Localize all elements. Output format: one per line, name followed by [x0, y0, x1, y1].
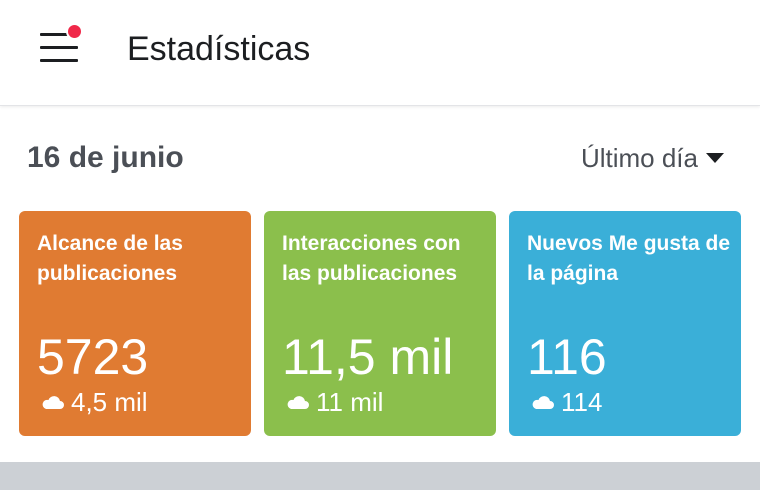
card-value: 116 — [527, 329, 607, 385]
date-label: 16 de junio — [27, 141, 184, 174]
card-delta: 11 mil — [286, 387, 383, 417]
menu-button[interactable] — [38, 23, 83, 66]
page-title: Estadísticas — [127, 30, 311, 68]
card-delta: 4,5 mil — [41, 387, 148, 417]
card-title: Alcance de las publicaciones — [37, 232, 183, 285]
card-value: 5723 — [37, 329, 149, 385]
card-title: Nuevos Me gusta de la página — [527, 232, 731, 285]
card-delta: 114 — [531, 387, 602, 417]
date-range-label: Último día — [580, 143, 698, 173]
hamburger-menu-icon — [40, 33, 78, 36]
card-title: Interacciones con las publicaciones — [282, 232, 461, 285]
notification-dot-icon — [66, 23, 83, 40]
card-delta-value: 4,5 mil — [71, 387, 148, 417]
card-post-reach[interactable]: Alcance de las publicaciones 5723 4,5 mi… — [19, 211, 251, 436]
cloud-up-icon — [532, 396, 554, 409]
card-post-interactions[interactable]: Interacciones con las publicaciones 11,5… — [264, 211, 496, 436]
card-delta-value: 11 mil — [316, 387, 384, 417]
hamburger-menu-icon — [40, 59, 78, 62]
app-bar: Estadísticas — [0, 0, 760, 106]
hamburger-menu-icon — [40, 46, 78, 49]
caret-down-icon — [706, 153, 724, 163]
cloud-up-icon — [42, 396, 64, 409]
cloud-up-icon — [287, 396, 309, 409]
card-delta-value: 114 — [561, 387, 603, 417]
bottom-divider — [0, 462, 760, 490]
card-new-page-likes[interactable]: Nuevos Me gusta de la página 116 114 — [509, 211, 741, 436]
card-value: 11,5 mil — [282, 329, 454, 385]
date-range-dropdown[interactable]: Último día — [581, 143, 724, 173]
